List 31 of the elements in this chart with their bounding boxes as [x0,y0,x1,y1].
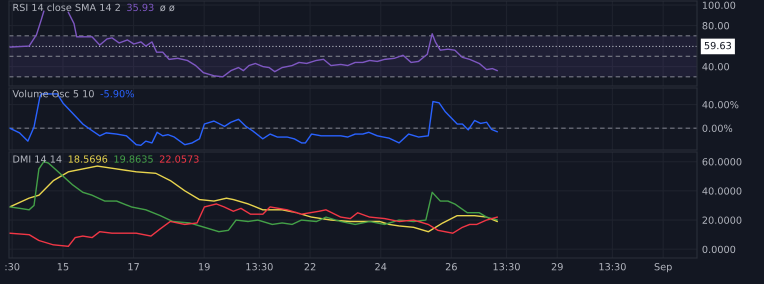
x-tick-label: 29 [552,263,563,270]
chart-title: RSI 14 close SMA 14 2 [13,4,120,12]
y-tick-label: 20.0000 [702,216,742,224]
y-tick-label: 0.00% [702,124,732,132]
x-tick-label: 26 [446,263,457,270]
x-tick-label: 13:30 [246,263,273,270]
chart-title: DMI 14 14 [13,155,62,163]
y-tick-label: 60.0000 [702,158,742,166]
x-tick-label: 24 [375,263,386,270]
y-tick-label: 100.00 [702,2,736,9]
x-tick-label: 13:30 [494,263,520,270]
y-tick-label: 40.00% [702,101,738,108]
x-tick-label: 17 [128,263,139,270]
y-tick-label: 0.0000 [702,246,736,254]
y-tick-label: 80.00 [702,22,730,30]
annotation: 19.8635 [114,155,153,163]
annotation: 35.93 [127,4,154,12]
annotation: 18.5696 [68,155,108,163]
chart-title: Volume Osc 5 10 [12,90,94,98]
y-tick-label: 40.0000 [702,187,742,195]
x-tick-label: 13:30 [599,263,626,270]
annotation: -5.90% [100,90,134,98]
x-tick-label: 15 [58,263,68,270]
annotation: ø ø [160,5,174,12]
x-tick-label: 22 [304,263,316,270]
x-tick-label: 19 [199,263,210,270]
y-tick-label: 40.00 [702,63,730,70]
ref-line-label: 59.63 [704,42,731,50]
x-tick-label: :30 [6,263,20,270]
x-tick-label: Sep [654,263,672,272]
annotation: 22.0573 [160,155,199,163]
